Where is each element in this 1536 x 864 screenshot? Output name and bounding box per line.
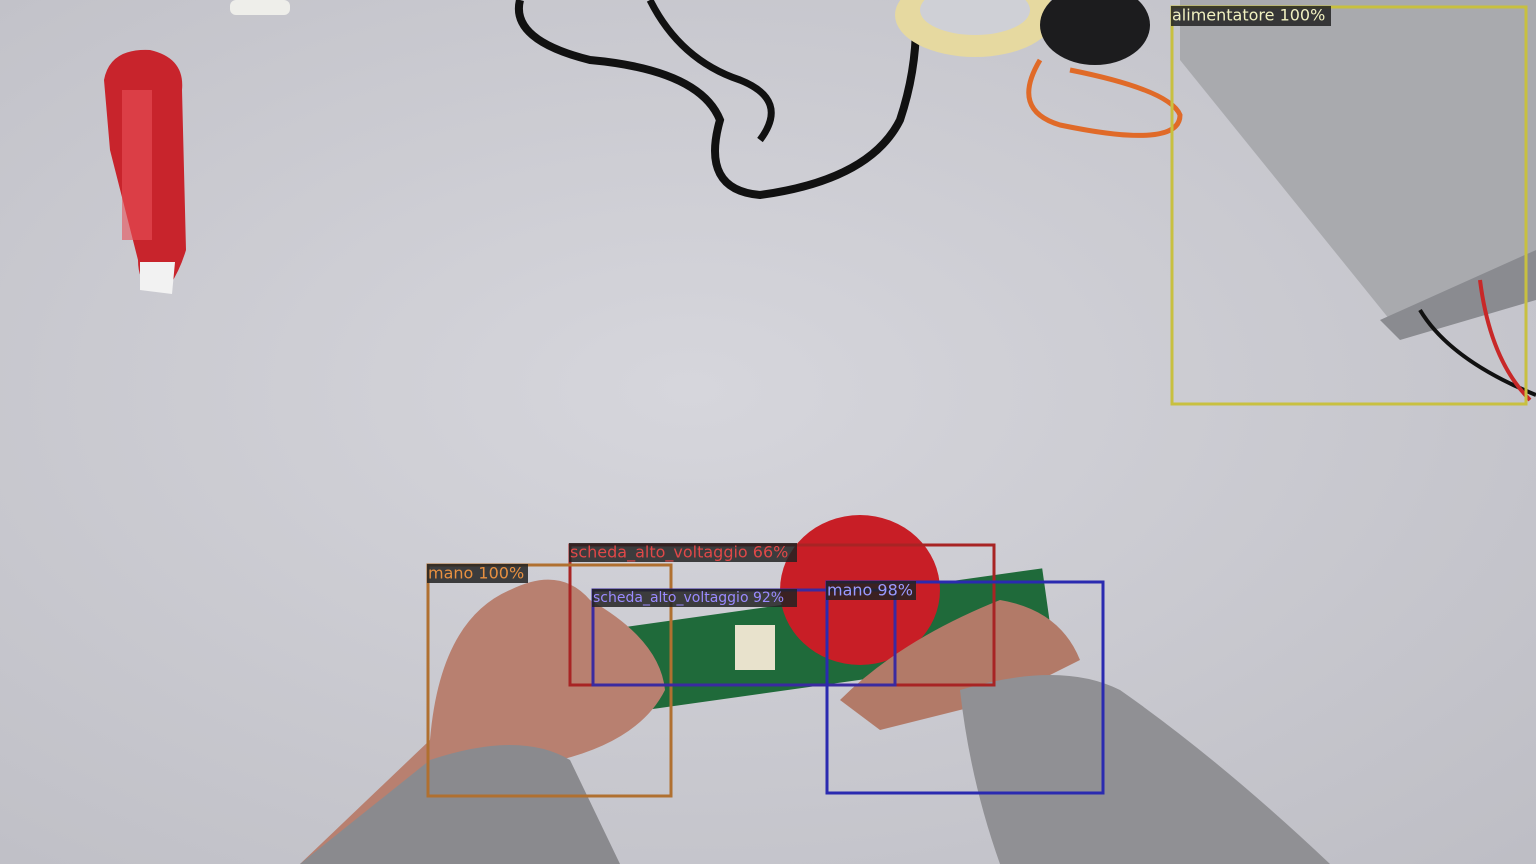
power-supply-side	[1380, 250, 1536, 340]
cable	[514, 0, 920, 200]
cutter	[104, 49, 186, 294]
label-bg	[1171, 6, 1331, 26]
detection-label: alimentatore 100%	[1172, 6, 1325, 25]
label-bg	[569, 543, 797, 562]
label-bg	[592, 589, 797, 607]
right-hand	[840, 600, 1080, 730]
detection-label: scheda_alto_voltaggio 66%	[570, 543, 788, 563]
left-sleeve	[300, 745, 620, 864]
detection-label: mano 98%	[827, 581, 913, 600]
detection-label: mano 100%	[428, 564, 524, 583]
box	[1170, 5, 1528, 406]
orange-strap	[1026, 58, 1183, 138]
cable	[1478, 279, 1532, 402]
label-bg	[427, 564, 528, 583]
power-supply	[1180, 0, 1536, 320]
label-bg	[826, 581, 916, 600]
box	[825, 580, 1105, 795]
box	[426, 563, 673, 798]
detection-label: scheda_alto_voltaggio 92%	[593, 590, 784, 606]
transformer	[735, 625, 775, 670]
right-sleeve	[960, 675, 1330, 864]
tape-hole	[920, 0, 1030, 35]
black-object	[1040, 0, 1150, 65]
cable	[646, 0, 775, 143]
object	[230, 0, 290, 15]
